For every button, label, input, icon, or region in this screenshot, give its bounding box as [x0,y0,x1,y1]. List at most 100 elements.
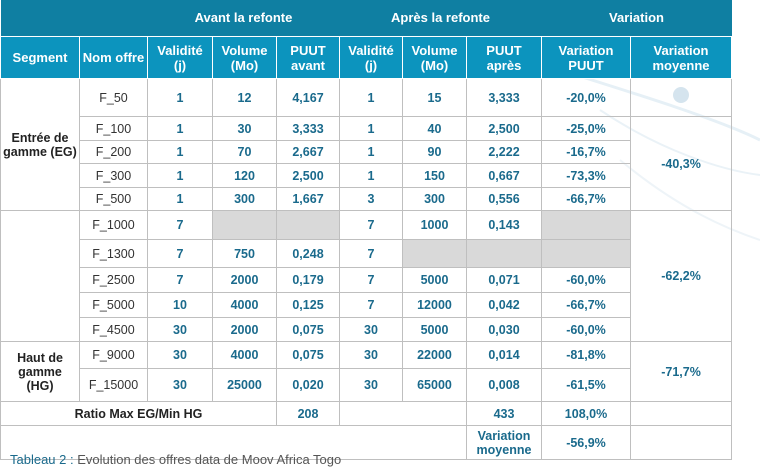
variation-puut-blank [541,210,631,240]
volume-before: 2000 [212,267,277,293]
validity-after: 1 [339,78,403,117]
offer-name: F_5000 [79,292,148,318]
segment-entry-level: Entrée de gamme (EG) [0,78,80,211]
variation-puut: -66,7% [541,187,631,211]
col-volume-before: Volume (Mo) [212,36,277,79]
offer-name: F_500 [79,187,148,211]
volume-before: 12 [212,78,277,117]
puut-after: 3,333 [466,78,542,117]
puut-after: 0,071 [466,267,542,293]
puut-before: 0,179 [276,267,340,293]
table-row: F_5000 10 4000 0,125 7 12000 0,042 -66,7… [1,292,732,318]
puut-before: 2,667 [276,140,340,164]
validity-after: 1 [339,140,403,164]
group-header-before: Avant la refonte [147,0,340,37]
validity-before: 1 [147,140,213,164]
col-segment: Segment [0,36,80,79]
empty-cell [629,78,733,117]
table-row: F_200 1 70 2,667 1 90 2,222 -16,7% [1,140,732,164]
validity-before: 30 [147,317,213,342]
ratio-after: 433 [466,401,542,426]
volume-before: 4000 [212,341,277,369]
puut-after: 2,222 [466,140,542,164]
offer-name: F_9000 [79,341,148,369]
volume-after: 5000 [402,317,467,342]
table-row: F_100 1 30 3,333 1 40 2,500 -25,0% -40,3… [1,116,733,211]
puut-after: 0,556 [466,187,542,211]
puut-before: 0,020 [276,368,340,402]
col-puut-after: PUUT après [466,36,542,79]
table-row: F_300 1 120 2,500 1 150 0,667 -73,3% [1,163,732,188]
table-row: F_4500 30 2000 0,075 30 5000 0,030 -60,0… [1,317,732,342]
variation-puut: -81,8% [541,341,631,369]
puut-before: 0,248 [276,239,340,268]
puut-before: 4,167 [276,78,340,117]
col-name: Nom offre [79,36,148,79]
group-header-variation: Variation [541,0,732,37]
validity-after: 3 [339,187,403,211]
ratio-before: 208 [276,401,340,426]
table-row: F_500 1 300 1,667 3 300 0,556 -66,7% [1,187,732,211]
puut-before: 3,333 [276,116,340,141]
table-row: Entrée de gamme (EG) F_50 1 12 4,167 1 1… [0,78,733,211]
volume-after: 300 [402,187,467,211]
variation-puut: -20,0% [541,78,631,117]
caption-label: Tableau 2 : [10,452,74,467]
volume-after: 1000 [402,210,467,240]
table-caption: Tableau 2 : Evolution des offres data de… [10,452,341,467]
col-validity-after: Validité (j) [339,36,403,79]
empty-cell [629,401,733,426]
variation-puut: -16,7% [541,140,631,164]
volume-after: 150 [402,163,467,188]
table-row: Haut de gamme (HG) F_9000 30 4000 0,075 … [0,341,733,402]
puut-after: 0,042 [466,292,542,318]
volume-before: 30 [212,116,277,141]
group-average-mid-range: -62,2% [629,210,733,342]
group-average-high-end: -71,7% [629,341,733,402]
col-volume-after: Volume (Mo) [402,36,467,79]
validity-after: 7 [339,267,403,293]
group-header-spacer [0,0,148,37]
offer-name: F_15000 [79,368,148,402]
variation-puut: -60,0% [541,267,631,293]
validity-before: 1 [147,187,213,211]
variation-puut: -25,0% [541,116,631,141]
puut-after: 0,667 [466,163,542,188]
volume-after: 90 [402,140,467,164]
validity-before: 1 [147,78,213,117]
offer-name: F_50 [79,78,148,117]
offer-name: F_2500 [79,267,148,293]
validity-before: 7 [147,210,213,240]
offer-name: F_200 [79,140,148,164]
volume-before: 2000 [212,317,277,342]
puut-after: 2,500 [466,116,542,141]
validity-before: 10 [147,292,213,318]
variation-puut: -73,3% [541,163,631,188]
segment-mid-range [0,210,80,342]
variation-puut: -60,0% [541,317,631,342]
volume-after: 22000 [402,341,467,369]
puut-after: 0,014 [466,341,542,369]
validity-after: 1 [339,163,403,188]
offer-name: F_300 [79,163,148,188]
col-validity-before: Validité (j) [147,36,213,79]
group-header-after: Après la refonte [339,0,542,37]
validity-after: 7 [339,292,403,318]
volume-after: 40 [402,116,467,141]
overall-average-value: -56,9% [541,425,631,460]
volume-after: 12000 [402,292,467,318]
variation-puut-blank [541,239,631,268]
volume-after: 65000 [402,368,467,402]
empty-cell [629,425,733,460]
volume-before: 4000 [212,292,277,318]
validity-before: 1 [147,116,213,141]
validity-after: 7 [339,239,403,268]
volume-after-blank [402,239,467,268]
table-row: F_1000 7 7 1000 0,143 -62,2% [0,210,733,342]
segment-high-end: Haut de gamme (HG) [0,341,80,402]
table-row: F_1300 7 750 0,248 7 [1,239,732,268]
puut-before: 0,075 [276,341,340,369]
validity-after: 30 [339,368,403,402]
puut-after: 0,008 [466,368,542,402]
offer-name: F_100 [79,116,148,141]
